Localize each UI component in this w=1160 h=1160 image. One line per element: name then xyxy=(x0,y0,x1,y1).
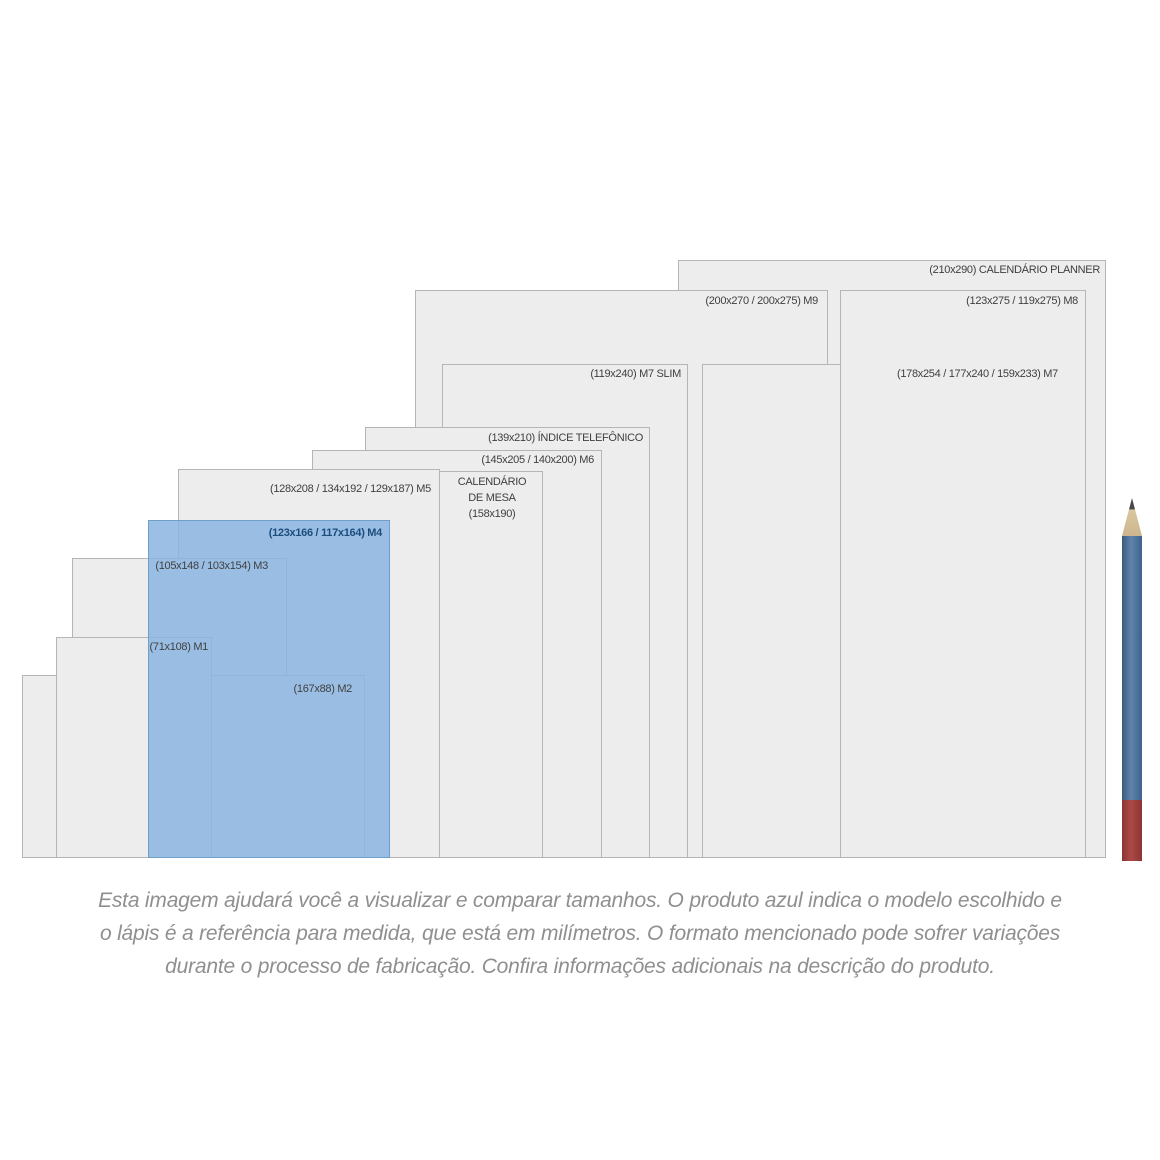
size-label-m8: (123x275 / 119x275) M8 xyxy=(966,295,1078,307)
size-label-calendario-planner: (210x290) CALENDÁRIO PLANNER xyxy=(929,264,1100,276)
caption-line-1: Esta imagem ajudará você a visualizar e … xyxy=(98,889,1062,912)
size-rect-m8 xyxy=(840,290,1086,858)
calendario-de-mesa-line1: CALENDÁRIO xyxy=(457,476,527,488)
size-label-indice-telefonico: (139x210) ÍNDICE TELEFÔNICO xyxy=(488,432,643,444)
pencil-tip-icon xyxy=(1122,498,1142,536)
size-label-m3: (105x148 / 103x154) M3 xyxy=(155,560,268,572)
pencil-end-cap xyxy=(1122,800,1142,861)
size-rect-m4-highlighted xyxy=(148,520,390,858)
size-label-m9: (200x270 / 200x275) M9 xyxy=(705,295,818,307)
size-label-m4-highlighted: (123x166 / 117x164) M4 xyxy=(268,527,383,539)
size-label-m5: (128x208 / 134x192 / 129x187) M5 xyxy=(269,483,431,495)
size-label-m6: (145x205 / 140x200) M6 xyxy=(481,454,594,466)
size-label-calendario-de-mesa: CALENDÁRIO DE MESA (158x190) xyxy=(432,474,552,522)
calendario-de-mesa-line3: (158x190) xyxy=(468,508,516,520)
caption-line-2: o lápis é a referência para medida, que … xyxy=(99,922,1061,945)
caption: Esta imagem ajudará você a visualizar e … xyxy=(0,884,1160,983)
caption-line-3: durante o processo de fabricação. Confir… xyxy=(165,955,995,978)
pencil-graphic xyxy=(1122,498,1142,861)
pencil-body xyxy=(1122,536,1142,800)
size-label-m1: (71x108) M1 xyxy=(149,641,209,653)
size-label-m7-slim: (119x240) M7 SLIM xyxy=(590,368,681,380)
calendario-de-mesa-line2: DE MESA xyxy=(468,492,516,504)
size-label-m2: (167x88) M2 xyxy=(293,683,353,695)
size-label-m7: (178x254 / 177x240 / 159x233) M7 xyxy=(896,368,1058,380)
